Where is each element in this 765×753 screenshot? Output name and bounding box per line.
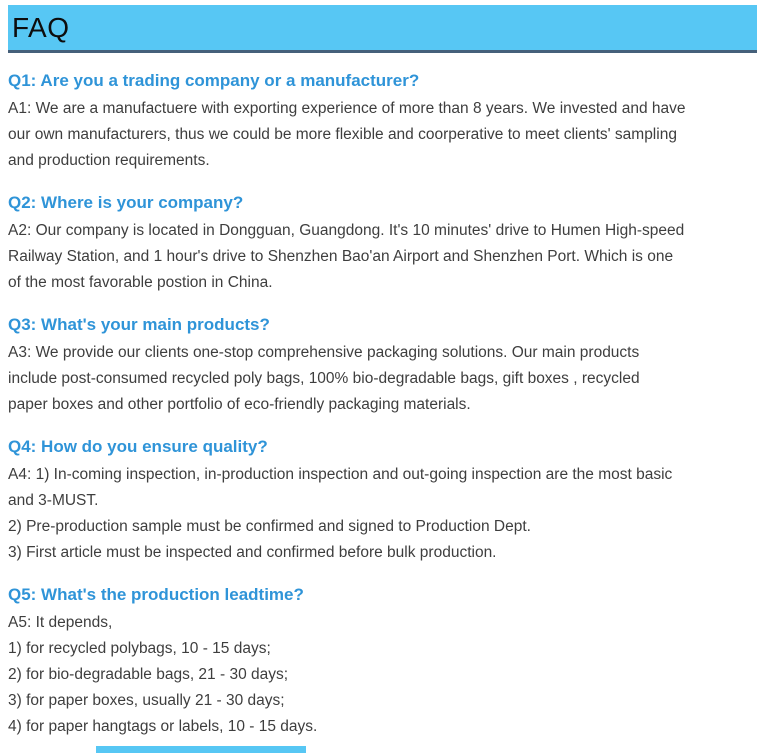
faq-page: FAQ Q1: Are you a trading company or a m… <box>0 5 765 753</box>
faq-list: Q1: Are you a trading company or a manuf… <box>0 70 765 740</box>
faq-question: Q1: Are you a trading company or a manuf… <box>8 71 420 90</box>
faq-answer: A1: We are a manufactuere with exporting… <box>8 100 686 169</box>
faq-section-header: FAQ <box>8 5 757 53</box>
faq-item: Q5: What's the production leadtime? A5: I… <box>8 584 757 740</box>
faq-answer: A5: It depends, 1) for recycled polybags… <box>8 614 318 735</box>
faq-answer: A3: We provide our clients one-stop comp… <box>8 344 640 413</box>
faq-question: Q4: How do you ensure quality? <box>8 437 268 456</box>
faq-question: Q5: What's the production leadtime? <box>8 585 304 604</box>
faq-item: Q2: Where is your company? A2: Our compan… <box>8 192 757 296</box>
faq-item: Q1: Are you a trading company or a manuf… <box>8 70 757 174</box>
faq-answer: A4: 1) In-coming inspection, in-producti… <box>8 466 673 561</box>
page-title: FAQ <box>12 11 70 43</box>
faq-item: Q3: What's your main products? A3: We pro… <box>8 314 757 418</box>
next-section-header-partial <box>96 746 306 753</box>
faq-question: Q3: What's your main products? <box>8 315 270 334</box>
faq-question: Q2: Where is your company? <box>8 193 244 212</box>
faq-item: Q4: How do you ensure quality? A4: 1) In-… <box>8 436 757 566</box>
faq-answer: A2: Our company is located in Dongguan, … <box>8 222 685 291</box>
